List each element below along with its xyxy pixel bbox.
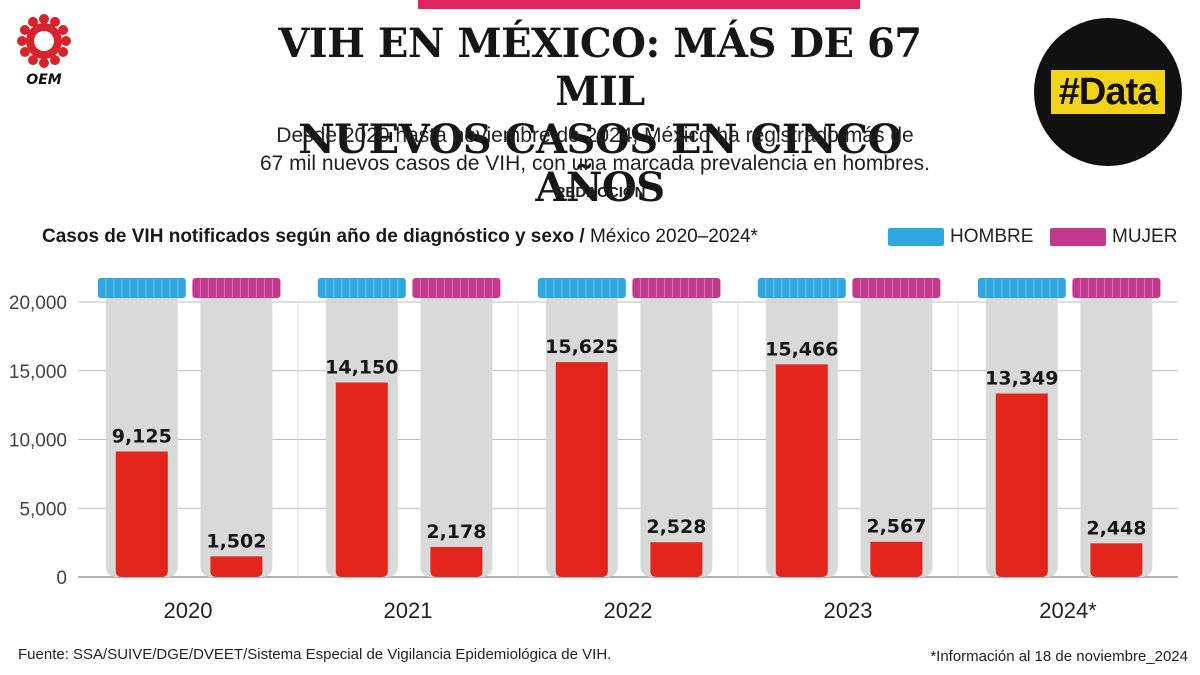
byline: REDACCIÓN [554,184,646,201]
source-note: Fuente: SSA/SUIVE/DGE/DVEET/Sistema Espe… [18,646,612,663]
subtitle-line-2: 67 mil nuevos casos de VIH, con una marc… [259,152,931,175]
logo-ray [19,25,30,35]
x-tick-label: 2024* [1039,598,1097,623]
bar-mujer-2024* [1090,543,1143,577]
legend-label-mujer: MUJER [1112,226,1178,247]
test-tube-mujer [1080,292,1153,577]
logo-text: OEM [26,72,61,88]
tube-cap-hombre [537,278,626,298]
x-tick-label: 2022 [604,598,653,623]
tube-cap-mujer [412,278,501,298]
data-label-mujer: 2,528 [646,516,706,538]
data-label-mujer: 2,567 [866,516,926,538]
chart-bars [115,362,1143,577]
tube-cap-mujer [192,278,281,298]
logo-ray [28,55,38,66]
chart-title: Casos de VIH notificados según año de di… [42,226,758,248]
tube-cap-mujer [1072,278,1161,298]
y-tick-label: 5,000 [19,499,67,520]
chart-title-main: Casos de VIH notificados según año de di… [42,226,575,247]
top-accent-bar [418,0,860,9]
page-subtitle: Desde 2020 hasta noviembre de 2024, Méxi… [250,122,940,178]
logo-ray [58,25,69,35]
data-label-mujer: 1,502 [206,530,266,552]
logo-ray [39,14,49,24]
bar-mujer-2023 [870,541,923,577]
data-label-hombre: 15,625 [545,336,618,358]
data-label-hombre: 14,150 [325,356,398,378]
footnote: *Información al 18 de noviembre_2024 [930,648,1188,665]
data-label-hombre: 13,349 [985,367,1058,389]
chart-title-suffix: México 2020–2024* [589,226,758,247]
data-label-hombre: 9,125 [112,426,172,448]
bar-hombre-2024* [995,393,1048,577]
data-label-mujer: 2,448 [1086,517,1146,539]
x-tick-label: 2020 [164,598,213,623]
title-line-1: VIH EN MÉXICO: MÁS DE 67 MIL [278,20,922,115]
tube-cap-hombre [757,278,846,298]
y-tick-label: 10,000 [9,431,67,452]
chart-labels: 9,125 1,502 2020 14,150 2,178 2021 15,625 2,528… [112,336,1147,623]
legend-item-hombre: HOMBRE [888,226,1033,248]
bar-hombre-2022 [555,362,608,577]
tube-cap-mujer [852,278,941,298]
test-tube-mujer [420,292,493,577]
data-label-mujer: 2,178 [426,521,486,543]
bar-mujer-2022 [650,542,703,577]
bar-hombre-2020 [115,451,168,577]
subtitle-line-1: Desde 2020 hasta noviembre de 2024, Méxi… [276,124,914,147]
sun-emblem-icon [17,14,71,68]
legend-swatch-mujer [1050,228,1106,246]
logo-ray [50,16,60,27]
x-tick-label: 2021 [384,598,433,623]
legend-item-mujer: MUJER [1050,226,1177,248]
test-tube-mujer [860,292,933,577]
tube-cap-hombre [977,278,1066,298]
logo-ray [61,36,71,46]
bar-mujer-2021 [430,547,483,577]
tube-cap-hombre [97,278,186,298]
logo-ray [50,55,60,66]
logo-ray [39,58,49,68]
logo-ray [58,47,69,57]
title-line-2: NUEVOS CASOS EN CINCO AÑOS [298,116,902,211]
test-tube-mujer [640,292,713,577]
data-label-hombre: 15,466 [765,338,838,360]
page-title: VIH EN MÉXICO: MÁS DE 67 MIL NUEVOS CASO… [230,20,970,212]
tube-cap-mujer [632,278,721,298]
legend-label-hombre: HOMBRE [950,226,1034,247]
tube-cap-hombre [317,278,406,298]
oem-logo: OEM [17,14,71,88]
legend-swatch-hombre [888,228,944,246]
logo-ray [17,36,27,46]
logo-ray [19,47,30,57]
chart-title-separator: / [579,226,590,247]
bar-hombre-2021 [335,382,388,577]
data-badge: #Data [1034,18,1182,166]
y-tick-label: 0 [56,568,67,589]
logo-ray [28,16,38,27]
bar-hombre-2023 [775,364,828,577]
test-tube-mujer [200,292,273,577]
bar-mujer-2020 [210,556,263,577]
y-tick-label: 15,000 [9,362,67,383]
y-tick-label: 20,000 [9,293,67,314]
data-badge-label: #Data [1050,70,1166,114]
x-tick-label: 2023 [824,598,873,623]
logo-center [34,31,54,51]
